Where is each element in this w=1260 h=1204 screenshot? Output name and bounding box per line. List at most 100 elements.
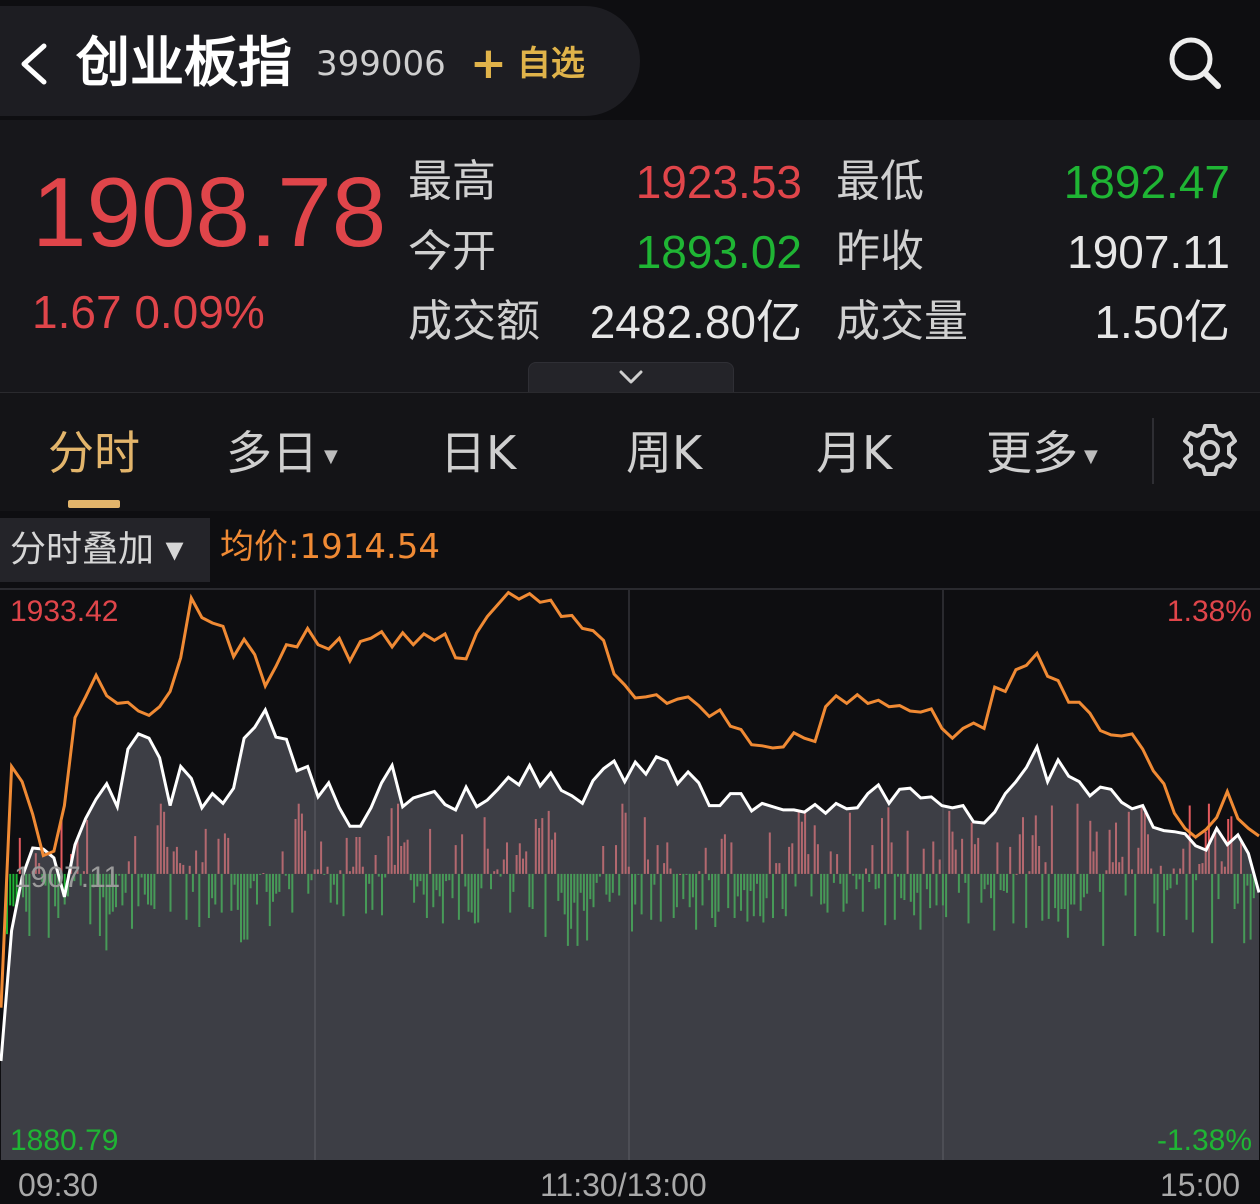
volume-bar — [1153, 873, 1156, 904]
volume-bar — [339, 870, 342, 874]
volume-bar — [945, 873, 948, 918]
volume-bar — [877, 873, 880, 889]
volume-bar — [602, 846, 605, 874]
volume-bar — [570, 873, 573, 929]
overlay-dropdown[interactable]: 分时叠加 ▾ — [0, 518, 210, 582]
volume-bar — [1015, 873, 1018, 875]
volume-bar — [1002, 873, 1005, 891]
volume-bar — [512, 873, 515, 892]
volume-bar — [560, 873, 563, 893]
baseline-label: 1907.11 — [14, 861, 120, 894]
volume-bar — [707, 873, 710, 881]
volume-bar — [419, 873, 422, 882]
volume-bar — [509, 873, 512, 913]
volume-bar — [839, 873, 842, 884]
volume-bar — [1006, 873, 1008, 893]
volume-bar — [1143, 812, 1146, 874]
volume-bar — [275, 873, 278, 894]
volume-bar — [207, 873, 210, 918]
volume-bar — [688, 873, 691, 908]
volume-bar — [1156, 873, 1159, 933]
volume-bar — [1095, 831, 1098, 874]
volume-bar — [1201, 863, 1204, 874]
tab-monthly-k[interactable]: 月K — [816, 423, 892, 483]
add-favorite-label: 自选 — [516, 44, 585, 84]
volume-bar — [1252, 873, 1255, 899]
volume-bar — [897, 873, 899, 877]
volume-bar — [733, 873, 736, 918]
volume-bar — [913, 873, 916, 916]
volume-bar — [679, 873, 682, 875]
y-max-label: 1933.42 — [10, 595, 118, 628]
volume-bar — [669, 868, 672, 874]
volume-bar — [361, 866, 364, 874]
volume-bar — [929, 873, 932, 909]
volume-bar — [701, 873, 704, 906]
volume-bar — [704, 847, 707, 874]
volume-bar — [457, 873, 460, 920]
back-arrow-icon[interactable] — [16, 42, 56, 86]
volume-bar — [672, 873, 675, 918]
tab-weekly-k[interactable]: 周K — [626, 423, 702, 483]
volume-bar — [916, 873, 919, 893]
open-value: 1893.02 — [635, 226, 802, 278]
volume-bar — [909, 873, 912, 902]
volume-bar — [999, 873, 1002, 891]
volume-bar — [461, 834, 464, 874]
caret-down-icon: ▼ — [1084, 445, 1098, 467]
volume-bar — [666, 842, 669, 874]
volume-bar — [1086, 873, 1089, 894]
tab-intraday[interactable]: 分时 — [48, 423, 140, 483]
volume-bar — [1102, 873, 1105, 946]
volume-bar — [1163, 873, 1166, 936]
volume-bar — [941, 873, 944, 906]
volume-bar — [118, 873, 121, 876]
volume-bar — [980, 873, 983, 903]
volume-bar — [852, 873, 855, 876]
volume-bar — [374, 855, 377, 874]
volume-bar — [1214, 829, 1217, 874]
volume-bar — [618, 873, 621, 896]
tab-label: 分时 — [48, 426, 140, 480]
volume-bar — [566, 873, 569, 946]
volume-bar — [1227, 819, 1230, 874]
volume-bar — [425, 873, 428, 918]
volume-bar — [313, 869, 316, 874]
tab-multi-day[interactable]: 多日 ▼ — [226, 423, 338, 487]
volume-bar — [502, 859, 505, 874]
tab-more[interactable]: 更多 ▼ — [986, 423, 1098, 487]
volume-bar — [413, 873, 416, 903]
last-price: 1908.78 — [32, 157, 387, 267]
expand-quote-button[interactable] — [528, 362, 734, 393]
volume-bar — [377, 873, 380, 877]
volume-bar — [1169, 873, 1172, 889]
search-icon[interactable] — [1166, 34, 1222, 90]
volume-bar — [1243, 873, 1246, 944]
gear-icon[interactable] — [1180, 420, 1240, 480]
volume-bar — [1185, 873, 1188, 920]
volume-bar — [342, 873, 345, 917]
volume-bar — [1079, 873, 1082, 911]
prev-close-label: 昨收 — [836, 226, 924, 277]
volume-bar — [28, 873, 31, 936]
volume-bar — [573, 873, 576, 903]
volume-bar — [387, 836, 390, 874]
volume-bar — [797, 810, 800, 874]
volume-bar — [15, 873, 18, 907]
price-line — [0, 706, 1260, 1062]
volume-bar — [650, 873, 653, 920]
volume-bar — [1211, 873, 1214, 944]
volume-bar — [663, 863, 666, 874]
tab-daily-k[interactable]: 日K — [440, 423, 516, 483]
title-pill — [0, 6, 640, 116]
volume-bar — [826, 873, 829, 913]
volume-bar — [1182, 848, 1185, 874]
volume-bar — [445, 873, 448, 882]
low-value: 1892.47 — [1063, 156, 1230, 208]
volume-bar — [1140, 805, 1143, 874]
add-favorite-button[interactable]: + 自选 — [470, 38, 585, 90]
tab-label: 周K — [626, 426, 703, 480]
volume-bar — [990, 873, 992, 899]
volume-bar — [765, 873, 768, 899]
volume-bar — [1025, 873, 1028, 928]
